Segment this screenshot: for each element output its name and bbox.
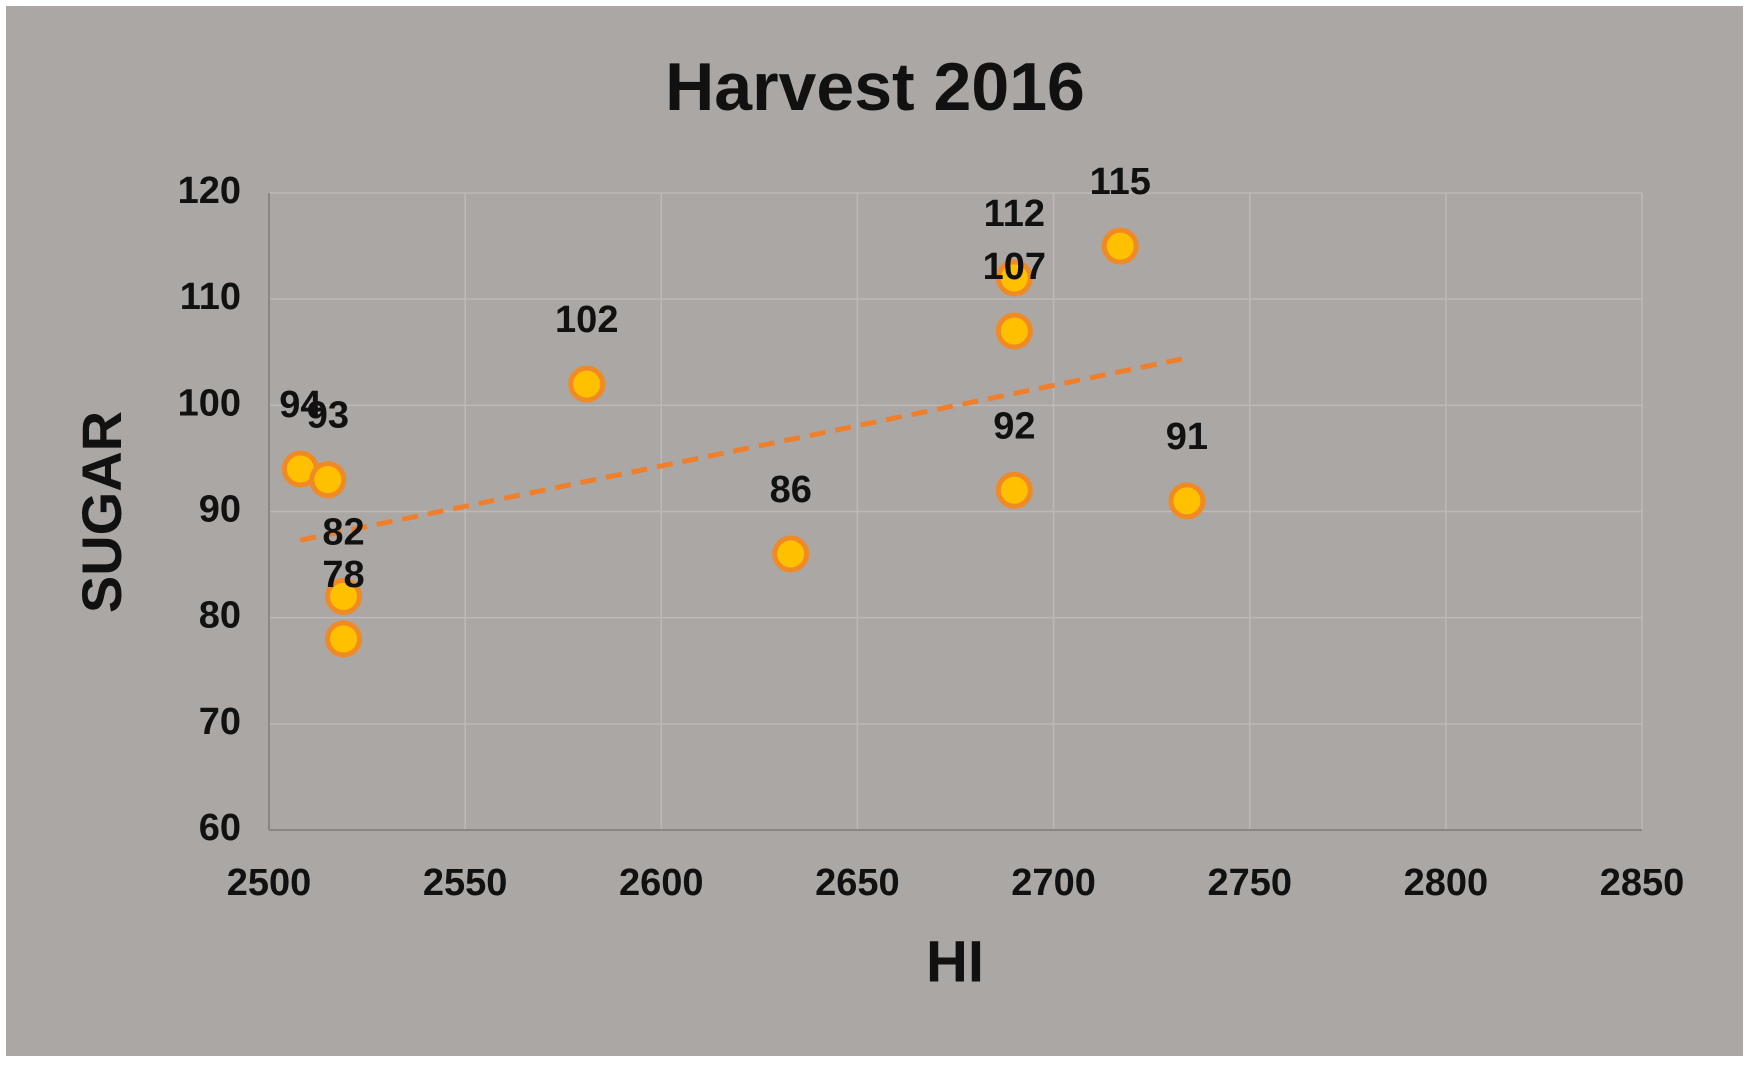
x-tick-label: 2850 bbox=[1600, 862, 1685, 904]
point bbox=[325, 577, 363, 615]
x-tick-label: 2650 bbox=[815, 862, 900, 904]
y-tick-label: 60 bbox=[199, 807, 241, 849]
x-tick-label: 2800 bbox=[1404, 862, 1489, 904]
data-label: 91 bbox=[1166, 416, 1208, 458]
y-tick-label: 100 bbox=[178, 382, 241, 424]
data-label: 92 bbox=[993, 405, 1035, 447]
data-label: 112 bbox=[984, 193, 1045, 235]
data-label: 82 bbox=[322, 511, 364, 553]
point bbox=[309, 461, 347, 499]
x-tick-label: 2500 bbox=[227, 862, 312, 904]
point bbox=[995, 312, 1033, 350]
trendline bbox=[299, 355, 1188, 543]
point bbox=[1101, 227, 1139, 265]
point bbox=[1168, 482, 1206, 520]
y-axis-label: SUGAR bbox=[70, 411, 133, 613]
point bbox=[995, 471, 1033, 509]
data-label: 115 bbox=[1090, 161, 1151, 203]
point bbox=[772, 535, 810, 573]
y-tick-label: 90 bbox=[199, 489, 241, 531]
x-tick-label: 2600 bbox=[619, 862, 704, 904]
data-label: 102 bbox=[555, 299, 618, 341]
data-label: 94 bbox=[279, 384, 321, 426]
data-label: 107 bbox=[983, 246, 1046, 288]
data-label: 86 bbox=[770, 469, 812, 511]
data-label: 78 bbox=[322, 554, 364, 596]
x-tick-label: 2700 bbox=[1011, 862, 1096, 904]
y-tick-label: 120 bbox=[178, 170, 241, 212]
y-tick-label: 80 bbox=[199, 595, 241, 637]
y-tick-label: 70 bbox=[199, 701, 241, 743]
chart-background bbox=[6, 6, 1743, 1056]
data-label: 93 bbox=[307, 395, 349, 437]
chart-title: Harvest 2016 bbox=[665, 49, 1085, 125]
x-tick-label: 2750 bbox=[1207, 862, 1292, 904]
y-tick-label: 110 bbox=[180, 276, 241, 318]
x-tick-label: 2550 bbox=[423, 862, 508, 904]
x-axis-label: HI bbox=[926, 929, 984, 994]
point bbox=[995, 259, 1033, 297]
point bbox=[568, 365, 606, 403]
point bbox=[325, 620, 363, 658]
